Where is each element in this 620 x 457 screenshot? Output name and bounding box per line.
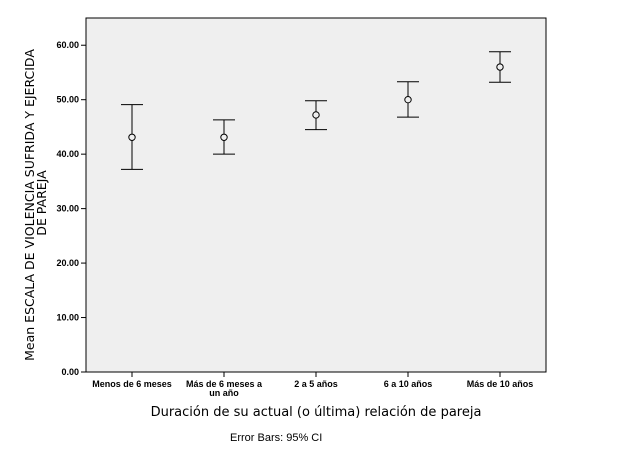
error-bars xyxy=(121,51,511,170)
mean-marker xyxy=(220,133,228,141)
y-tick-label: 30.00 xyxy=(56,204,79,214)
y-axis-title-line-1: Mean ESCALA DE VIOLENCIA SUFRIDA Y EJERC… xyxy=(22,49,37,361)
x-tick-label-line: Más de 6 meses a xyxy=(186,379,263,389)
y-axis-title-line-2: DE PAREJA xyxy=(34,170,49,236)
error-bars-note: Error Bars: 95% CI xyxy=(230,432,322,444)
error-bar xyxy=(489,51,511,83)
y-tick-label: 60.00 xyxy=(56,40,79,50)
plot-area xyxy=(85,17,547,373)
error-bar xyxy=(121,104,143,170)
error-bar xyxy=(305,100,327,131)
y-tick-label: 10.00 xyxy=(56,313,79,323)
x-tick-label-line: Menos de 6 meses xyxy=(92,379,172,389)
x-axis: Menos de 6 meses Más de 6 meses a un año 2 … xyxy=(92,372,533,398)
error-bar xyxy=(397,81,419,118)
x-tick-label: Más de 10 años xyxy=(467,379,534,389)
x-tick-label-line: 6 a 10 años xyxy=(384,379,433,389)
y-tick-label: 20.00 xyxy=(56,258,79,268)
y-axis: 0.00 10.00 20.00 30.00 40.00 50.00 60.00 xyxy=(56,40,86,377)
x-tick-label: Menos de 6 meses xyxy=(92,379,172,389)
x-tick-label-line: un año xyxy=(209,388,239,398)
x-tick-label-line: 2 a 5 años xyxy=(294,379,338,389)
mean-marker xyxy=(404,95,412,104)
x-tick-label: 6 a 10 años xyxy=(384,379,433,389)
y-axis-title: Mean ESCALA DE VIOLENCIA SUFRIDA Y EJERC… xyxy=(22,45,49,361)
y-tick-label: 50.00 xyxy=(56,95,79,105)
error-bar xyxy=(213,119,235,155)
mean-marker xyxy=(496,63,504,71)
x-axis-title: Duración de su actual (o última) relació… xyxy=(151,405,482,420)
x-tick-label: 2 a 5 años xyxy=(294,379,338,389)
mean-marker xyxy=(128,133,136,141)
y-tick-label: 40.00 xyxy=(56,149,79,159)
x-tick-label: Más de 6 meses a un año xyxy=(186,379,263,398)
x-tick-label-line: Más de 10 años xyxy=(467,379,534,389)
mean-marker xyxy=(312,111,320,119)
y-tick-label: 0.00 xyxy=(61,367,79,377)
